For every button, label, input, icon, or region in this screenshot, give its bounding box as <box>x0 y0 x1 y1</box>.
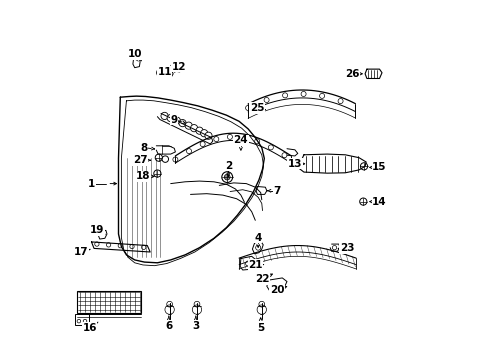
Text: 1: 1 <box>88 179 95 189</box>
Circle shape <box>179 120 186 127</box>
Text: 2: 2 <box>224 161 231 171</box>
Bar <box>77 291 141 313</box>
Text: 6: 6 <box>165 321 172 331</box>
Circle shape <box>224 174 230 180</box>
Text: 23: 23 <box>339 243 354 253</box>
Text: 13: 13 <box>287 159 302 169</box>
Circle shape <box>170 64 178 72</box>
Circle shape <box>156 68 165 77</box>
Text: 18: 18 <box>136 171 150 181</box>
Circle shape <box>359 198 366 205</box>
Circle shape <box>190 125 197 132</box>
Text: 16: 16 <box>82 323 97 333</box>
Text: 14: 14 <box>371 197 386 207</box>
Text: 17: 17 <box>73 247 88 257</box>
Text: 21: 21 <box>247 260 262 270</box>
Text: 24: 24 <box>233 135 248 145</box>
Text: 27: 27 <box>133 155 147 165</box>
Text: 9: 9 <box>170 114 178 125</box>
Circle shape <box>173 117 180 124</box>
Circle shape <box>161 112 168 120</box>
Circle shape <box>196 127 203 134</box>
Circle shape <box>162 156 168 162</box>
Circle shape <box>155 154 162 161</box>
Text: 8: 8 <box>140 143 147 153</box>
Bar <box>75 314 89 325</box>
Text: 20: 20 <box>269 285 284 295</box>
Text: 7: 7 <box>273 186 280 196</box>
Circle shape <box>185 122 192 129</box>
Circle shape <box>360 163 367 170</box>
Circle shape <box>167 114 174 122</box>
Text: 26: 26 <box>345 69 359 79</box>
Text: 22: 22 <box>255 274 269 284</box>
Text: 25: 25 <box>249 103 264 113</box>
Circle shape <box>153 170 161 177</box>
Text: 19: 19 <box>89 225 104 235</box>
Circle shape <box>222 172 232 183</box>
Text: 10: 10 <box>127 49 142 59</box>
Text: 15: 15 <box>371 162 386 172</box>
Text: 3: 3 <box>192 321 199 331</box>
Text: 4: 4 <box>254 233 262 243</box>
Circle shape <box>200 130 207 137</box>
Text: 5: 5 <box>257 323 264 333</box>
Text: 12: 12 <box>171 62 186 72</box>
Circle shape <box>204 132 212 139</box>
Text: 11: 11 <box>157 67 171 77</box>
